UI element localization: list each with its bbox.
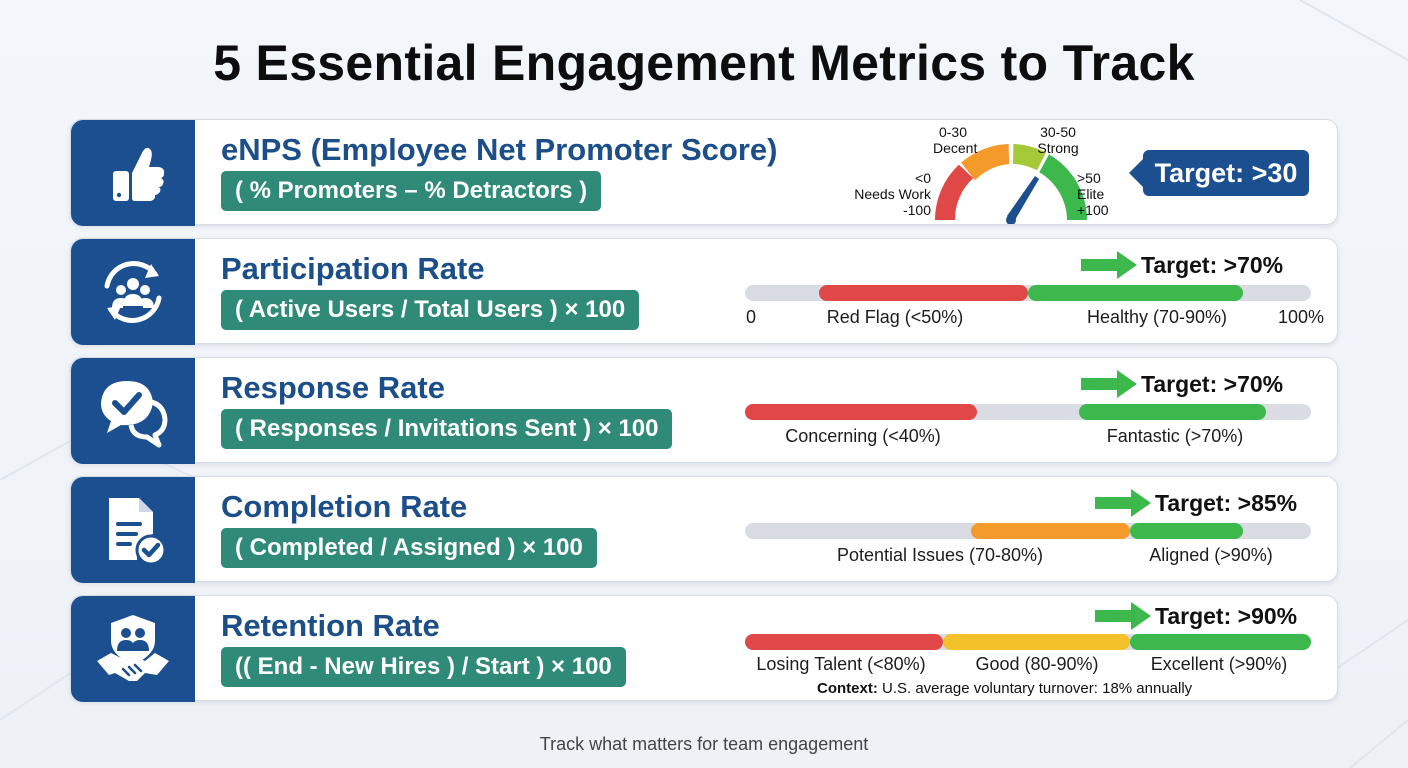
metric-title: eNPS (Employee Net Promoter Score)	[221, 132, 778, 167]
target-indicator: Target: >85%	[1095, 489, 1297, 517]
metric-title: Retention Rate	[221, 608, 440, 643]
metric-card-response: Response Rate ( Responses / Invitations …	[70, 357, 1338, 464]
target-label: Target: >90%	[1155, 602, 1298, 629]
scale-bar	[745, 634, 1311, 650]
metric-icon-tile	[71, 477, 195, 583]
gauge-label-needs-work: <0 Needs Work -100	[854, 170, 931, 218]
context-text: U.S. average voluntary turnover: 18% ann…	[877, 680, 1193, 697]
metric-icon-tile	[71, 596, 195, 702]
gauge-segment-decent	[961, 144, 1010, 181]
footer-caption: Track what matters for team engagement	[539, 734, 869, 754]
enps-gauge	[934, 144, 1087, 224]
page-title: 5 Essential Engagement Metrics to Track	[213, 35, 1195, 91]
metric-title: Participation Rate	[221, 251, 485, 286]
context-label: Context:	[817, 680, 878, 697]
scale-bar	[745, 404, 1311, 420]
gauge-pivot	[1006, 215, 1016, 224]
scale-label-green: Healthy (70-90%)	[1086, 307, 1228, 327]
scale-label-green: Excellent (>90%)	[1150, 654, 1288, 674]
metric-icon-tile	[71, 358, 195, 464]
metric-formula: (( End - New Hires ) / Start ) × 100	[221, 647, 626, 687]
target-arrow-icon	[1095, 602, 1151, 630]
metric-card-enps: eNPS (Employee Net Promoter Score) ( % P…	[70, 119, 1338, 226]
scale-segment	[943, 634, 1130, 650]
scale-label-red: Losing Talent (<80%)	[756, 654, 926, 674]
scale-segment	[1129, 523, 1244, 539]
scale-label-red: Concerning (<40%)	[785, 426, 941, 446]
metric-card-retention: Retention Rate (( End - New Hires ) / St…	[70, 595, 1338, 702]
scale-segment	[1028, 285, 1244, 301]
thumbs-up-icon	[113, 147, 165, 201]
scale-label-end: 100%	[1277, 307, 1325, 327]
target-arrow-icon	[1081, 251, 1137, 279]
metric-card-participation: Participation Rate ( Active Users / Tota…	[70, 238, 1338, 345]
scale-bar	[745, 523, 1311, 539]
target-label: Target: >70%	[1141, 251, 1284, 278]
scale-label-yellow: Good (80-90%)	[975, 654, 1099, 674]
target-indicator: Target: >90%	[1095, 602, 1297, 630]
target-label: Target: >85%	[1155, 489, 1298, 516]
metric-icon-tile	[71, 239, 195, 345]
scale-bar	[745, 285, 1311, 301]
scale-label-green: Aligned (>90%)	[1149, 545, 1273, 565]
scale-segment	[745, 634, 944, 650]
scale-segment	[1078, 404, 1266, 420]
target-indicator: Target: >70%	[1081, 251, 1283, 279]
scale-label-green: Fantastic (>70%)	[1106, 426, 1244, 446]
metric-icon-tile	[71, 120, 195, 226]
target-label: Target: >70%	[1141, 370, 1284, 397]
target-arrow-icon	[1081, 370, 1137, 398]
document-check-icon	[109, 498, 167, 566]
target-indicator: Target: >70%	[1081, 370, 1283, 398]
scale-segment	[971, 523, 1130, 539]
gauge-label-decent: 0-30 Decent	[933, 124, 978, 156]
scale-label-start: 0	[745, 307, 757, 327]
gauge-label-elite: >50 Elite +100	[1077, 170, 1109, 218]
gauge-label-strong: 30-50 Strong	[1037, 124, 1079, 156]
target-badge: Target: >30	[1129, 150, 1309, 196]
metric-title: Completion Rate	[221, 489, 468, 524]
metric-formula: ( Active Users / Total Users ) × 100	[221, 290, 640, 330]
gauge-segment-strong	[1013, 144, 1046, 171]
metric-formula: ( % Promoters – % Detractors )	[221, 171, 602, 211]
target-arrow-icon	[1095, 489, 1151, 517]
gauge-segment-elite	[1039, 154, 1087, 220]
gauge-segment-needs-work	[934, 164, 974, 220]
scale-segment	[818, 285, 1028, 301]
scale-label-orange: Potential Issues (70-80%)	[836, 545, 1044, 565]
metric-card-completion: Completion Rate ( Completed / Assigned )…	[70, 476, 1338, 583]
metric-formula: ( Completed / Assigned ) × 100	[221, 528, 597, 568]
chat-check-icon	[101, 381, 168, 448]
scale-label-red: Red Flag (<50%)	[826, 307, 964, 327]
handshake-shield-icon	[97, 615, 169, 681]
context-note: Context: U.S. average voluntary turnover…	[817, 680, 1192, 697]
metric-title: Response Rate	[221, 370, 445, 405]
users-cycle-icon	[104, 261, 162, 323]
metric-formula: ( Responses / Invitations Sent ) × 100	[221, 409, 673, 449]
scale-segment	[1129, 634, 1311, 650]
scale-segment	[745, 404, 978, 420]
gauge-needle	[1007, 176, 1039, 224]
